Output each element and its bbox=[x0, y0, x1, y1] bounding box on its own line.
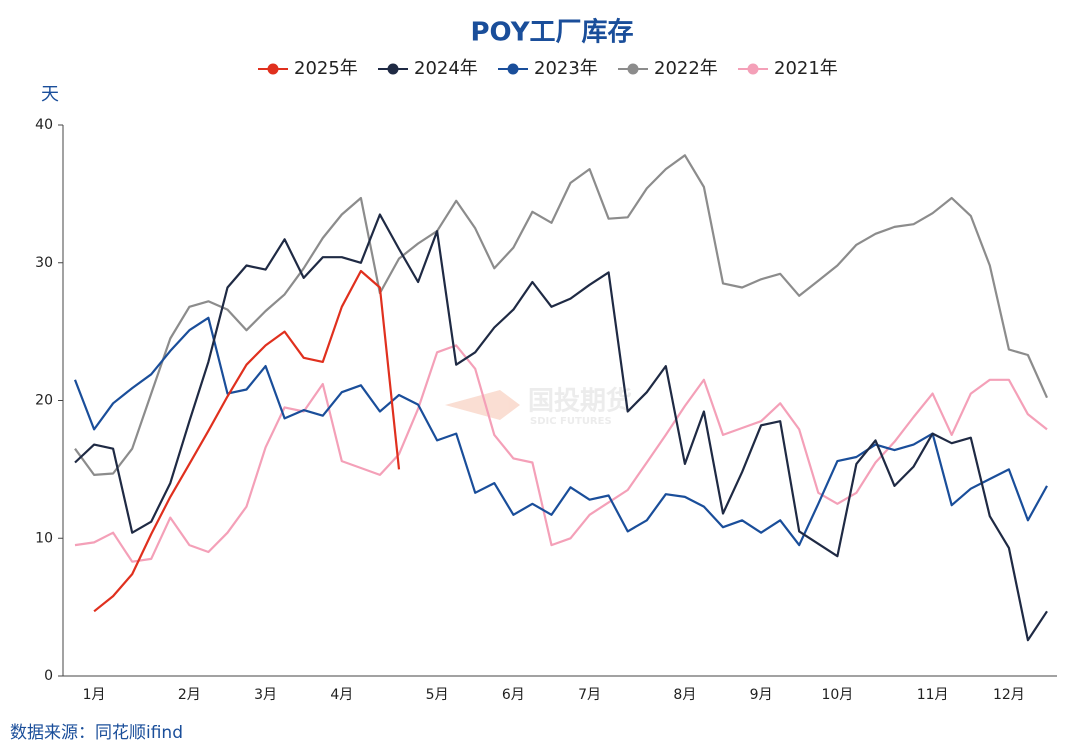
x-tick-label: 9月 bbox=[750, 687, 773, 703]
x-tick-label: 12月 bbox=[993, 687, 1025, 703]
x-tick-label: 3月 bbox=[254, 687, 277, 703]
legend-marker bbox=[747, 63, 759, 75]
x-tick-label: 1月 bbox=[83, 687, 106, 703]
legend-marker bbox=[627, 63, 639, 75]
y-tick-label: 10 bbox=[35, 530, 53, 546]
chart-title: POY工厂库存 bbox=[470, 18, 633, 48]
x-tick-label: 8月 bbox=[673, 687, 696, 703]
series-line bbox=[74, 154, 1049, 476]
legend-label: 2022年 bbox=[654, 58, 718, 79]
y-tick-label: 20 bbox=[35, 393, 53, 409]
legend-marker bbox=[387, 63, 399, 75]
x-tick-label: 2月 bbox=[178, 687, 201, 703]
watermark-sub: SDIC FUTURES bbox=[530, 416, 612, 427]
x-tick-label: 11月 bbox=[917, 687, 949, 703]
legend-label: 2025年 bbox=[294, 58, 358, 79]
legend-label: 2023年 bbox=[534, 58, 598, 79]
x-tick-label: 7月 bbox=[578, 687, 601, 703]
legend-label: 2021年 bbox=[774, 58, 838, 79]
x-tick-label: 5月 bbox=[426, 687, 449, 703]
watermark: 国投期货 SDIC FUTURES bbox=[445, 386, 632, 427]
y-tick-label: 40 bbox=[35, 117, 53, 133]
legend-marker bbox=[507, 63, 519, 75]
y-tick-label: 30 bbox=[35, 255, 53, 271]
y-tick-label: 0 bbox=[44, 668, 53, 684]
watermark-logo bbox=[445, 390, 520, 420]
y-axis-label: 天 bbox=[41, 84, 59, 105]
series-line bbox=[73, 316, 1048, 547]
source: 数据来源：同花顺ifind bbox=[10, 723, 183, 743]
watermark-name: 国投期货 bbox=[528, 386, 632, 417]
series-line bbox=[93, 269, 401, 613]
x-tick-label: 4月 bbox=[330, 687, 353, 703]
x-tick-label: 6月 bbox=[502, 687, 525, 703]
series-line bbox=[74, 213, 1048, 642]
legend-marker bbox=[267, 63, 279, 75]
legend-label: 2024年 bbox=[414, 58, 478, 79]
series-line bbox=[74, 344, 1048, 563]
x-tick-label: 10月 bbox=[821, 687, 853, 703]
